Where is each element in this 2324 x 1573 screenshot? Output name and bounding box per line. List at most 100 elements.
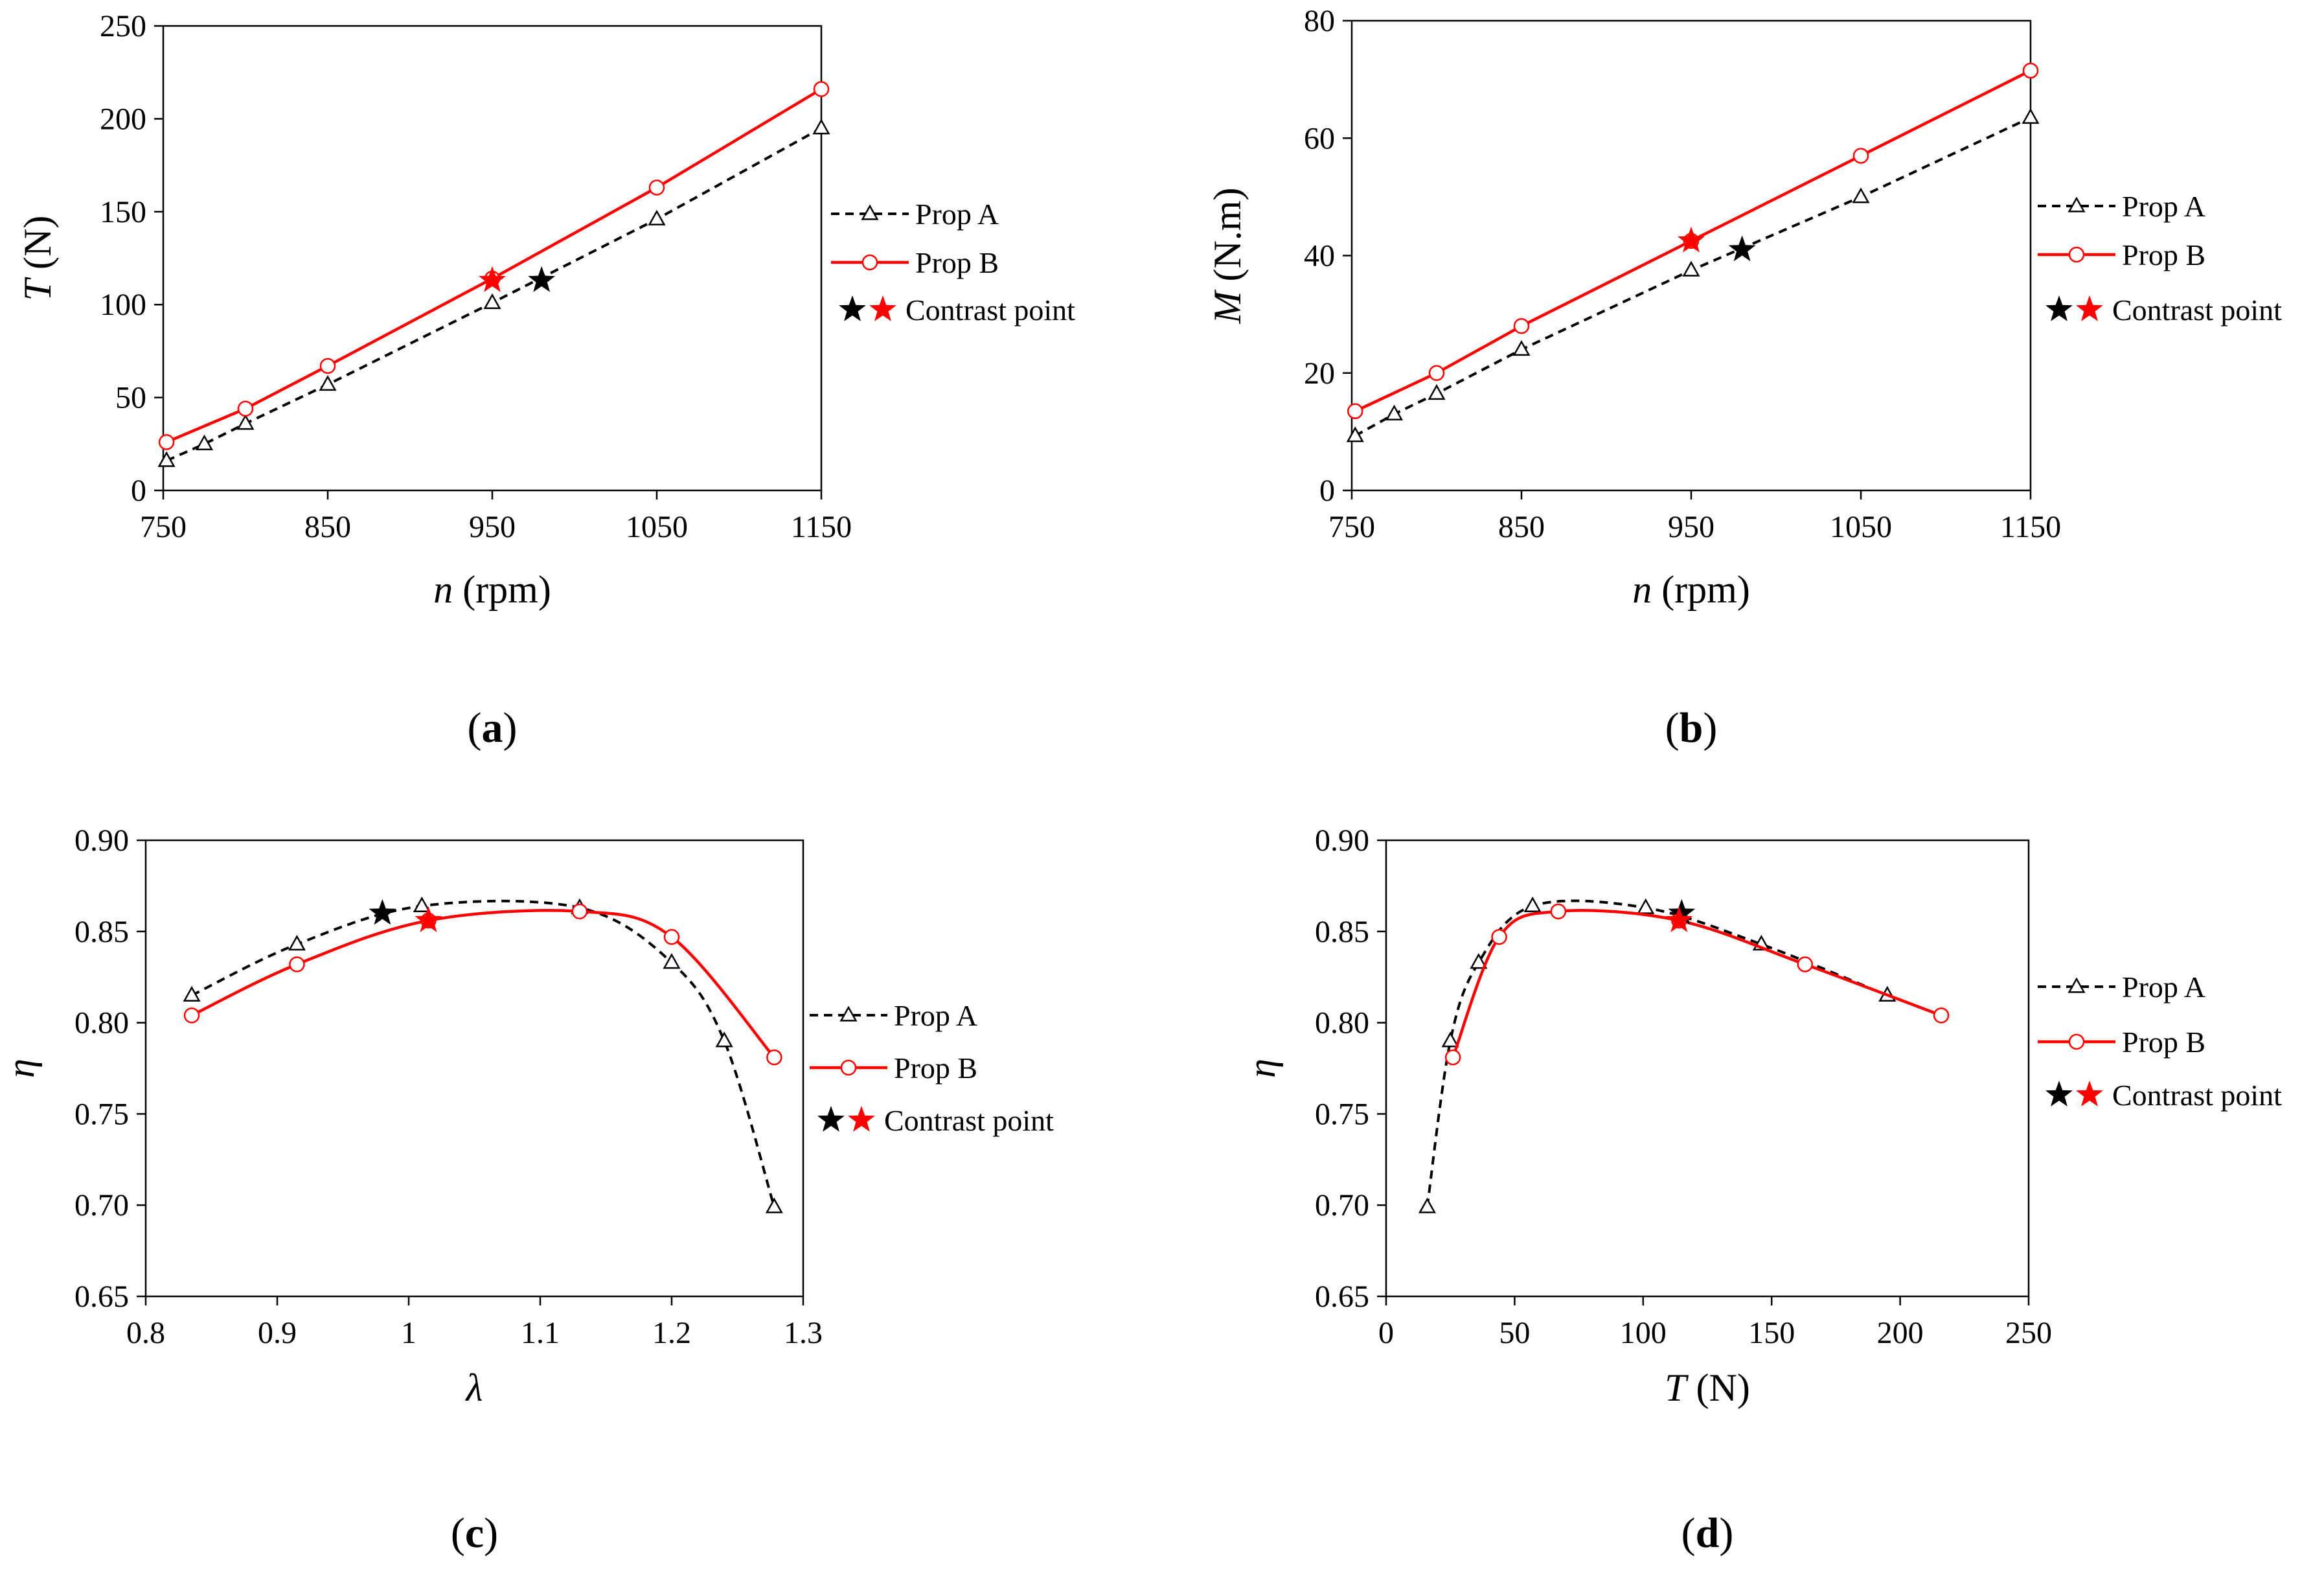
data-point-circle	[183, 1007, 200, 1024]
plot-area-frame	[144, 839, 804, 1298]
x-tick-label: 950	[469, 510, 516, 544]
x-tick-label: 1.2	[652, 1316, 691, 1350]
contrast-point-star	[1665, 906, 1693, 932]
y-tick-label: 100	[100, 288, 146, 322]
chart-b: 750 850 950 1050 1150 0 20 40 60 80 n (rpm) M (N.m)…	[1206, 4, 2282, 752]
data-point-circle	[663, 928, 680, 945]
x-axis-title: λ	[465, 1366, 483, 1409]
series-line-prop-b	[1452, 909, 1942, 1058]
y-tick-label: 0.70	[74, 1188, 129, 1223]
y-tick-label: 0.85	[1315, 915, 1369, 949]
y-tick-label: 0.90	[74, 823, 129, 858]
y-tick-label: 0	[131, 474, 146, 508]
x-tick-label: 1150	[791, 510, 852, 544]
series-line-prop-b	[1354, 69, 2032, 413]
y-axis-title: T (N)	[16, 216, 59, 301]
legend-label: Prop B	[915, 246, 999, 279]
y-tick-label: 0	[1319, 474, 1335, 508]
data-point-triangle	[1418, 1197, 1437, 1213]
y-tick-label: 150	[100, 195, 146, 229]
contrast-point-star	[1728, 235, 1756, 262]
data-point-circle	[766, 1049, 782, 1066]
x-axis-title: n (rpm)	[1632, 568, 1750, 611]
x-tick-label: 0.8	[126, 1316, 165, 1350]
series-line-prop-a	[1354, 116, 2031, 437]
y-tick-label: 0.80	[74, 1006, 129, 1040]
y-tick-label: 0.80	[1315, 1006, 1369, 1040]
plot-area-frame	[1385, 839, 2030, 1298]
legend-label: Contrast point	[2112, 293, 2282, 327]
data-point-circle	[648, 179, 665, 196]
x-tick-label: 1150	[2000, 510, 2061, 544]
series-line-prop-a	[1426, 899, 1888, 1208]
y-tick-label: 0.85	[74, 915, 129, 949]
legend-star-red	[869, 295, 896, 321]
legend-marker-triangle	[2068, 977, 2086, 993]
y-axis-title: η	[1240, 1059, 1283, 1078]
series-line-prop-b	[166, 87, 823, 444]
data-point-triangle	[413, 896, 431, 913]
contrast-point-star	[528, 266, 556, 292]
contrast-point-star	[415, 906, 442, 932]
legend-star-black	[839, 295, 866, 321]
data-point-triangle	[715, 1031, 733, 1048]
panel-caption: (d)	[1681, 1510, 1734, 1557]
y-tick-label: 60	[1304, 121, 1335, 155]
legend-label: Prop B	[894, 1051, 977, 1085]
x-axis-title: n (rpm)	[433, 568, 551, 611]
y-tick-label: 200	[100, 102, 146, 136]
data-point-triangle	[663, 953, 681, 969]
legend-marker-circle	[2068, 246, 2085, 263]
plot-area-frame	[162, 25, 823, 492]
x-tick-label: 750	[140, 510, 187, 544]
data-point-triangle	[1470, 953, 1488, 969]
legend-label: Contrast point	[906, 293, 1075, 327]
legend-label: Prop A	[915, 198, 999, 231]
x-tick-label: 850	[304, 510, 351, 544]
y-tick-label: 40	[1304, 239, 1335, 273]
y-tick-label: 250	[100, 9, 146, 43]
data-point-circle	[1347, 403, 1363, 419]
x-tick-label: 1050	[626, 510, 688, 544]
contrast-point-star	[1678, 226, 1705, 253]
data-point-circle	[813, 81, 830, 97]
x-tick-label: 200	[1877, 1316, 1924, 1350]
x-tick-label: 750	[1328, 510, 1375, 544]
x-tick-label: 150	[1748, 1316, 1795, 1350]
data-point-triangle	[812, 119, 830, 135]
data-point-triangle	[483, 293, 501, 309]
x-tick-label: 950	[1668, 510, 1715, 544]
chart-a: 750 850 950 1050 1150 0 50 100 150 200 250 n (rpm) T…	[16, 9, 1075, 752]
data-point-triangle	[157, 451, 176, 467]
legend-marker-circle	[861, 254, 878, 271]
data-point-triangle	[1428, 384, 1446, 400]
legend-marker-triangle	[839, 1005, 858, 1022]
data-point-triangle	[1385, 404, 1404, 420]
y-tick-label: 0.65	[1315, 1280, 1369, 1314]
legend-label: Prop B	[2122, 238, 2205, 271]
panel-caption: (a)	[468, 704, 518, 752]
data-point-triangle	[183, 985, 201, 1002]
legend-star-red	[2076, 1081, 2103, 1107]
chart-d: 0 50 100 150 200 250 0.65 0.70 0.75 0.80 0.85 0.90 T…	[1240, 823, 2282, 1557]
y-tick-label: 0.75	[1315, 1097, 1369, 1131]
x-tick-label: 1.3	[784, 1316, 823, 1350]
legend-marker-circle	[840, 1059, 857, 1076]
x-axis-title: T (N)	[1665, 1366, 1750, 1409]
data-point-circle	[1428, 365, 1445, 381]
data-point-triangle	[1523, 896, 1542, 913]
legend-label: Prop B	[2122, 1026, 2205, 1059]
legend-marker-triangle	[861, 204, 879, 220]
panel-caption: (c)	[451, 1510, 498, 1557]
data-point-circle	[158, 434, 175, 450]
y-tick-label: 50	[115, 381, 146, 415]
y-tick-label: 0.65	[74, 1280, 129, 1314]
data-point-triangle	[288, 934, 306, 951]
legend-label: Contrast point	[2112, 1079, 2282, 1112]
legend-star-red	[848, 1106, 875, 1132]
x-tick-label: 1050	[1830, 510, 1892, 544]
x-tick-label: 250	[2005, 1316, 2052, 1350]
data-point-circle	[571, 903, 588, 920]
x-tick-label: 1.1	[521, 1316, 560, 1350]
